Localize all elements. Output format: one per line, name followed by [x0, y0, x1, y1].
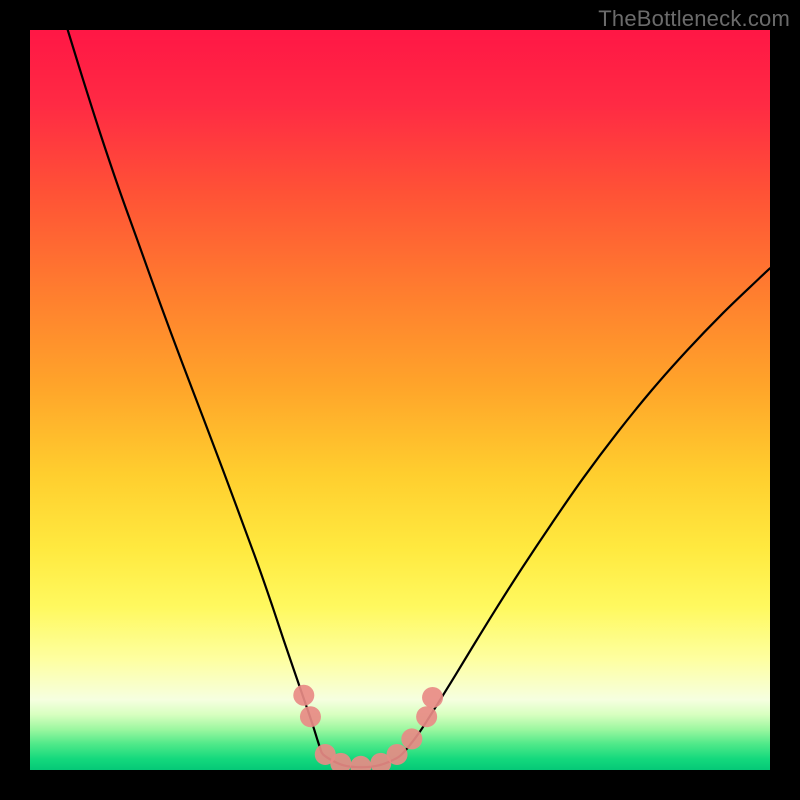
- marker-dot: [387, 744, 408, 765]
- marker-dot: [293, 685, 314, 706]
- marker-dot: [416, 706, 437, 727]
- bottleneck-chart: [0, 0, 800, 800]
- plot-background: [30, 30, 770, 770]
- marker-dot: [300, 706, 321, 727]
- watermark-text: TheBottleneck.com: [598, 6, 790, 32]
- chart-stage: TheBottleneck.com: [0, 0, 800, 800]
- marker-dot: [401, 728, 422, 749]
- marker-dot: [422, 687, 443, 708]
